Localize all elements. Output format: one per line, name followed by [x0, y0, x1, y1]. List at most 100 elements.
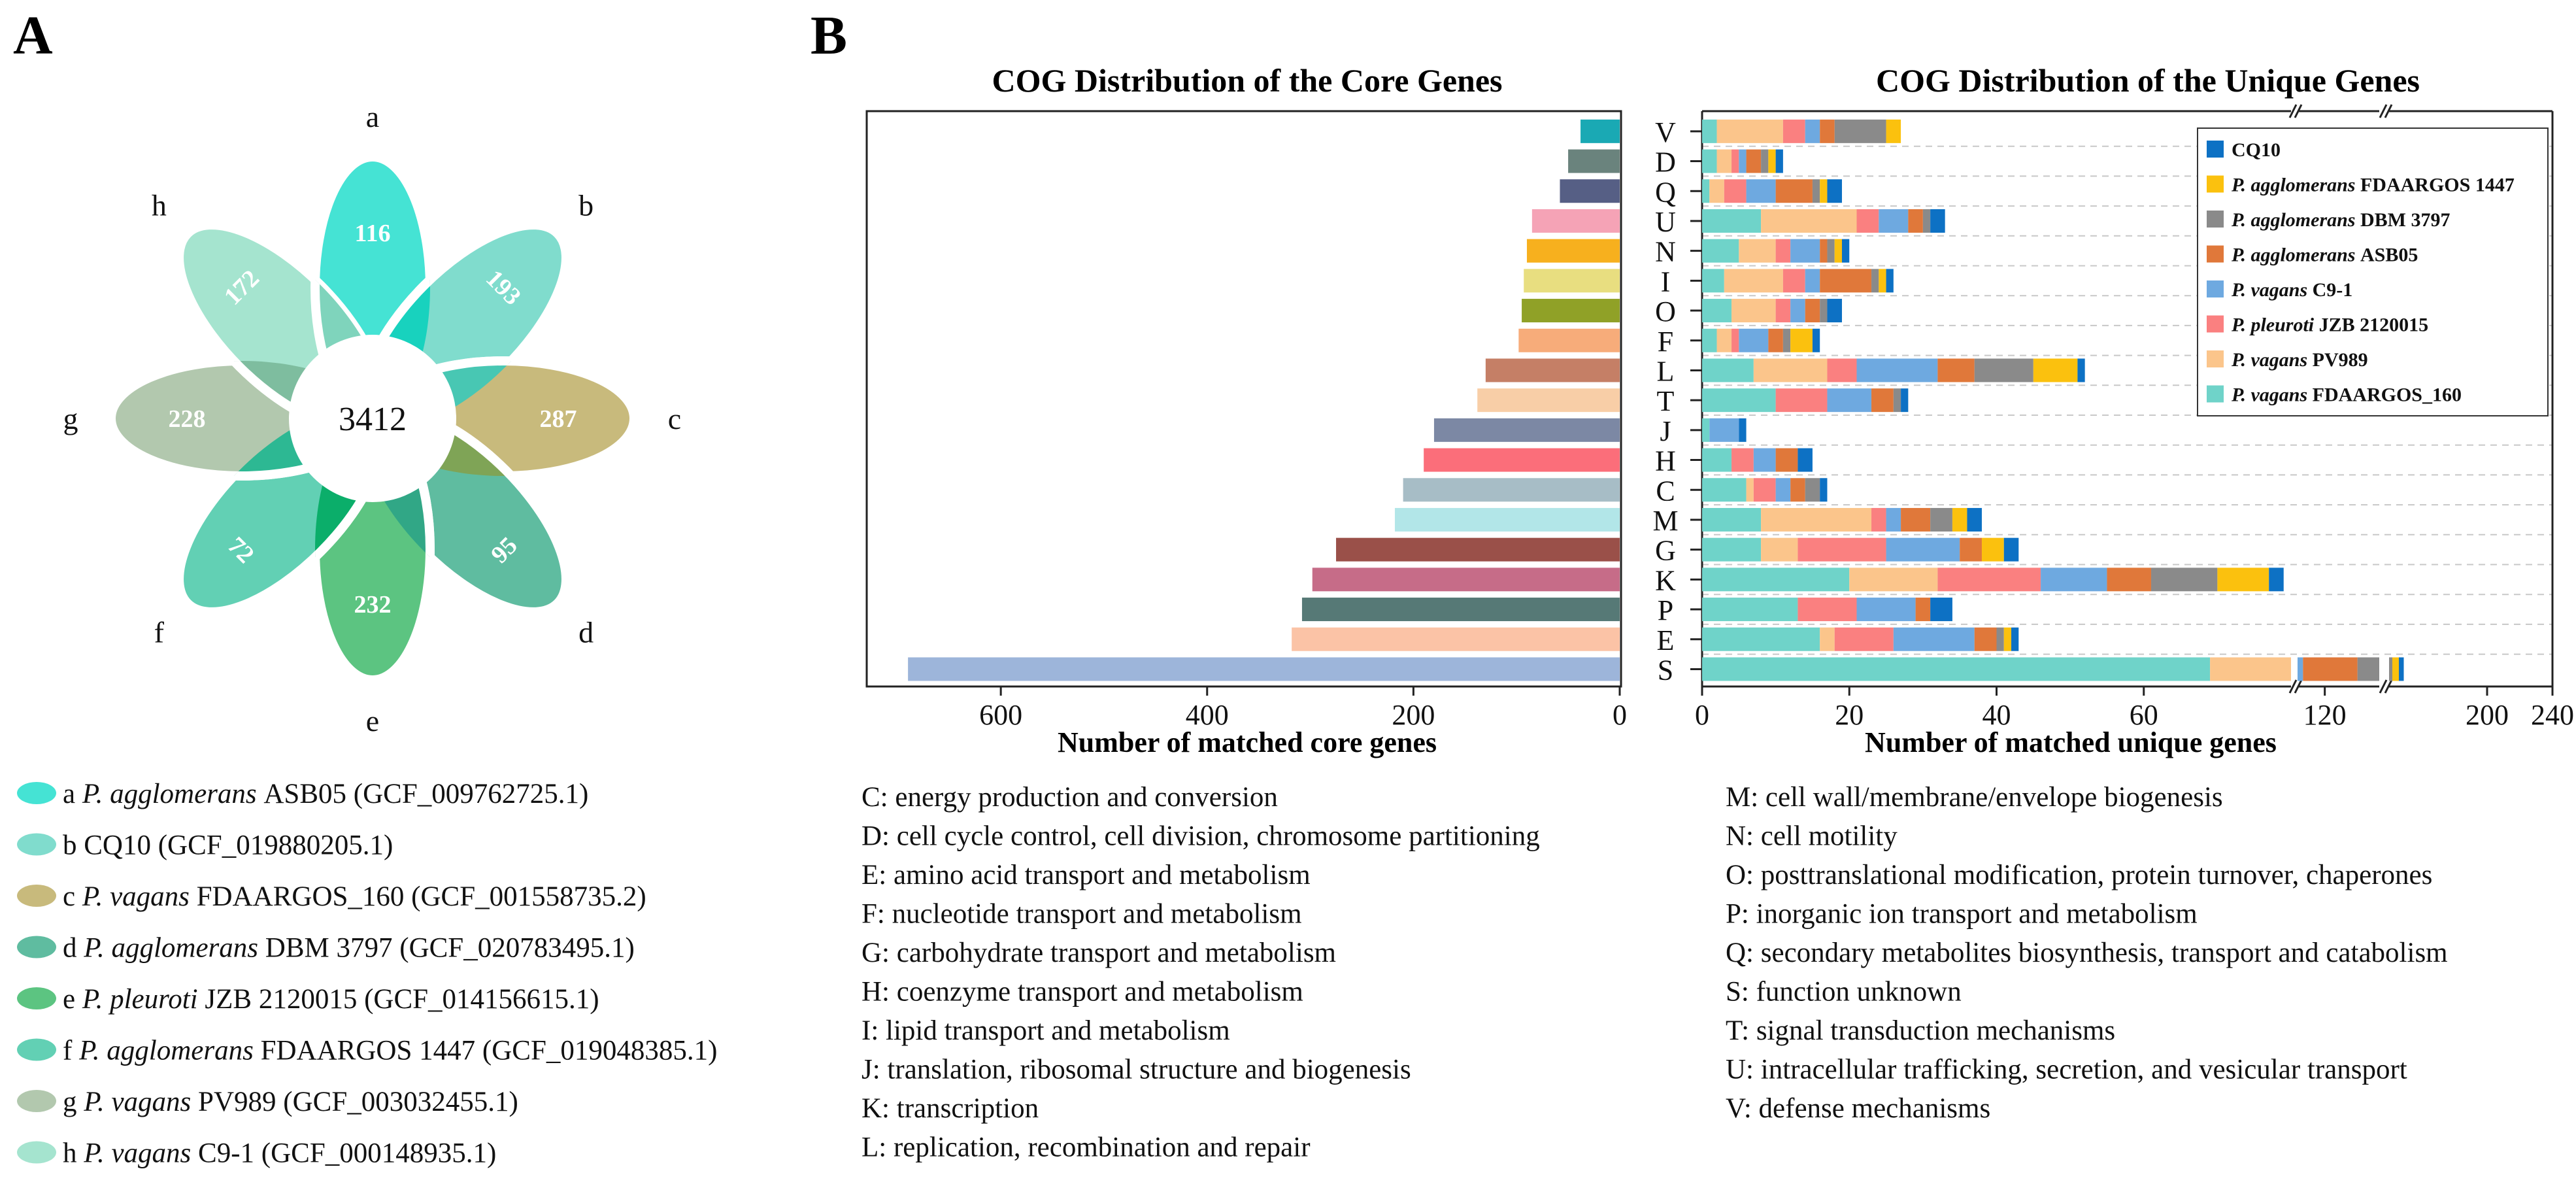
unique-bar-N-ASB05: [1820, 239, 1828, 263]
core-x-tick-label: 200: [1392, 699, 1435, 731]
core-x-tick-label: 0: [1613, 699, 1627, 731]
legend-swatch: [17, 1141, 56, 1164]
unique-bar-O-FDAARGOS_160: [1702, 299, 1732, 323]
unique-bar-V-FDAARGOS-1447: [1886, 119, 1901, 143]
unique-bar-E-FDAARGOS_160: [1702, 627, 1820, 651]
unique-bar-O-C9-1: [1790, 299, 1805, 323]
unique-bar-D-DBM-3797: [1761, 149, 1769, 173]
category-label-V: V: [1655, 116, 1676, 148]
unique-x-tick-label: 200: [2466, 699, 2509, 731]
unique-bar-D-CQ10: [1775, 149, 1783, 173]
unique-bar-H-C9-1: [1753, 448, 1776, 472]
unique-bar-K-JZB-2120015: [1937, 568, 2041, 592]
unique-chart-title: COG Distribution of the Unique Genes: [1876, 62, 2420, 99]
core-bar-N: [1526, 239, 1620, 263]
unique-bar-L-ASB05: [1937, 358, 1975, 382]
cog-definition: S: function unknown: [1726, 977, 1962, 1008]
unique-bar-U-CQ10: [1930, 209, 1945, 233]
unique-bar-J-CQ10: [1739, 418, 1747, 442]
legend-swatch: [2207, 315, 2224, 333]
unique-bar-F-DBM-3797: [1782, 328, 1791, 352]
unique-bar-K-PV989: [1849, 568, 1938, 592]
unique-bar-T-C9-1: [1827, 388, 1872, 413]
legend-swatch: [2207, 280, 2224, 297]
legend-label: f P. agglomerans FDAARGOS 1447 (GCF_0190…: [63, 1036, 717, 1066]
petal-count-a: 116: [355, 220, 391, 247]
legend-entry: P. agglomerans ASB05: [2231, 245, 2418, 266]
unique-bar-F-C9-1: [1739, 328, 1769, 352]
cog-definition: U: intracellular trafficking, secretion,…: [1726, 1055, 2407, 1085]
legend-label: b CQ10 (GCF_019880205.1): [63, 830, 393, 861]
unique-bar-F-ASB05: [1768, 328, 1783, 352]
unique-x-tick-label: 120: [2303, 699, 2347, 731]
unique-bar-O-PV989: [1731, 299, 1776, 323]
unique-bar-S-ASB05: [2303, 657, 2358, 681]
unique-bar-C-PV989: [1746, 478, 1754, 502]
unique-bar-L-DBM-3797: [1974, 358, 2033, 382]
unique-bar-P-C9-1: [1856, 598, 1916, 622]
unique-bar-M-ASB05: [1901, 507, 1931, 532]
unique-bar-I-PV989: [1724, 269, 1783, 293]
unique-bar-K-ASB05: [2107, 568, 2152, 592]
unique-bar-V-C9-1: [1805, 119, 1820, 143]
unique-bar-D-ASB05: [1746, 149, 1762, 173]
category-label-L: L: [1657, 355, 1675, 387]
unique-bar-I-FDAARGOS-1447: [1879, 269, 1886, 293]
axis-break-mark: [2294, 104, 2303, 118]
unique-bar-E-PV989: [1820, 627, 1835, 651]
unique-bar-L-PV989: [1753, 358, 1828, 382]
unique-bar-J-C9-1: [1709, 418, 1739, 442]
unique-bar-K-DBM-3797: [2151, 568, 2218, 592]
category-label-Q: Q: [1655, 176, 1676, 208]
unique-bar-D-JZB-2120015: [1731, 149, 1739, 173]
petal-letter-b: b: [578, 188, 594, 222]
panel-label-a: A: [13, 5, 53, 66]
core-x-tick-label: 600: [979, 699, 1022, 731]
category-label-E: E: [1657, 624, 1675, 656]
axis-break-mark: [2384, 104, 2393, 118]
category-label-I: I: [1661, 265, 1671, 297]
unique-bar-O-JZB-2120015: [1775, 299, 1791, 323]
core-bar-S: [908, 657, 1620, 681]
category-label-K: K: [1655, 564, 1676, 596]
cog-definition: O: posttranslational modification, prote…: [1726, 860, 2432, 890]
cog-definition: J: translation, ribosomal structure and …: [861, 1055, 1411, 1085]
unique-bar-K-FDAARGOS_160: [1702, 568, 1850, 592]
unique-bar-M-CQ10: [1967, 507, 1982, 532]
legend-entry: P. pleuroti JZB 2120015: [2231, 314, 2428, 336]
unique-bar-Q-PV989: [1709, 179, 1724, 203]
unique-bar-L-JZB-2120015: [1827, 358, 1857, 382]
legend-label: a P. agglomerans ASB05 (GCF_009762725.1): [63, 779, 588, 809]
unique-bar-M-C9-1: [1886, 507, 1901, 532]
unique-bar-E-CQ10: [2011, 627, 2019, 651]
category-label-H: H: [1655, 445, 1676, 477]
core-bar-P: [1301, 598, 1620, 622]
unique-bar-N-FDAARGOS-1447: [1834, 239, 1842, 263]
axis-break-mark: [2294, 679, 2303, 694]
cog-definitions-right: M: cell wall/membrane/envelope biogenesi…: [1726, 782, 2448, 1124]
unique-bar-F-JZB-2120015: [1731, 328, 1739, 352]
cog-definition: G: carbohydrate transport and metabolism: [861, 938, 1336, 968]
unique-x-tick-label: 20: [1835, 699, 1864, 731]
unique-chart-legend: CQ10 P. agglomerans FDAARGOS 1447 P. agglo…: [2197, 127, 2549, 416]
cog-definition: I: lipid transport and metabolism: [861, 1015, 1230, 1046]
unique-bar-L-FDAARGOS-1447: [2033, 358, 2078, 382]
core-bar-J: [1433, 418, 1620, 442]
unique-bar-V-DBM-3797: [1834, 119, 1886, 143]
legend-entry: P. vagans PV989: [2231, 349, 2368, 371]
core-plot-frame: [865, 110, 1622, 688]
cog-definition: M: cell wall/membrane/envelope biogenesi…: [1726, 782, 2223, 813]
venn-legend: a P. agglomerans ASB05 (GCF_009762725.1)…: [17, 779, 717, 1169]
unique-bar-Q-C9-1: [1746, 179, 1776, 203]
unique-genes-chart: COG Distribution of the Unique Genes Num…: [1695, 62, 2574, 758]
core-bar-U: [1531, 209, 1620, 233]
cog-definition: C: energy production and conversion: [861, 782, 1278, 813]
unique-bar-I-CQ10: [1886, 269, 1894, 293]
unique-bar-O-CQ10: [1827, 299, 1842, 323]
cog-definition: L: replication, recombination and repair: [861, 1132, 1311, 1163]
legend-swatch: [17, 1038, 56, 1061]
core-bar-C: [1403, 478, 1620, 502]
petal-count-g: 228: [169, 405, 206, 433]
unique-bar-M-PV989: [1761, 507, 1872, 532]
unique-bar-S-CQ10: [2399, 657, 2404, 681]
